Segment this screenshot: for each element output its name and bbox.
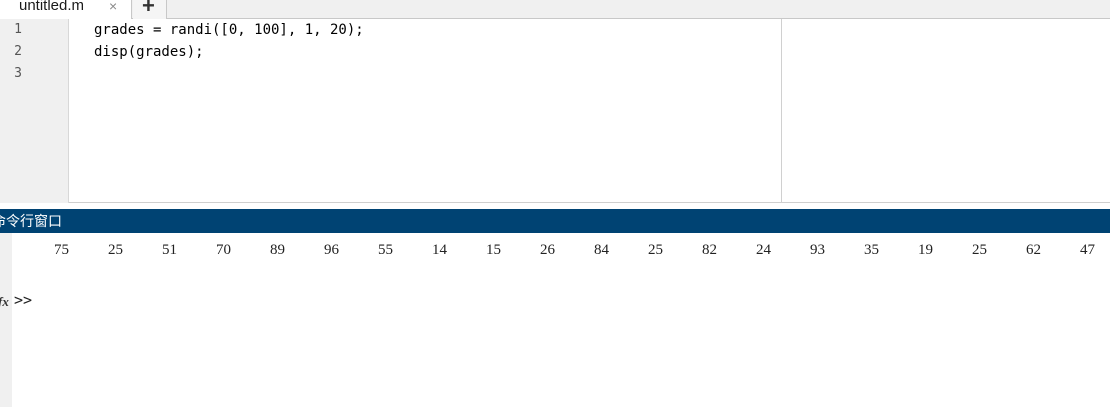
line-number: 2: [14, 44, 22, 59]
output-value: 25: [108, 242, 123, 258]
output-value: 24: [756, 242, 771, 258]
tab-untitled[interactable]: untitled.m ×: [0, 0, 132, 19]
code-editor[interactable]: 1 2 3 grades = randi([0, 100], 1, 20); d…: [0, 19, 1110, 203]
output-row: 75 25 51 70 89 96 55 14 15 26 84 25 82 24 93 35 19 25 62 47: [0, 241, 1110, 261]
output-value: 82: [702, 242, 717, 258]
output-value: 35: [864, 242, 879, 258]
code-line[interactable]: grades = randi([0, 100], 1, 20);: [94, 22, 364, 38]
command-window-title: 命令行窗口: [0, 213, 62, 229]
output-value: 25: [648, 242, 663, 258]
tab-label: untitled.m: [19, 0, 85, 14]
output-value: 47: [1080, 242, 1095, 258]
command-window-titlebar: 命令行窗口: [0, 209, 1110, 233]
command-window[interactable]: 75 25 51 70 89 96 55 14 15 26 84 25 82 24 93 35 19 25 62 47…: [0, 233, 1110, 407]
output-value: 75: [54, 242, 69, 258]
line-number-gutter: 1 2 3: [0, 19, 69, 203]
plus-icon: +: [142, 0, 155, 18]
editor-tab-strip: untitled.m × +: [0, 0, 1110, 19]
command-window-left-strip: [0, 233, 12, 407]
output-value: 14: [432, 242, 447, 258]
output-value: 89: [270, 242, 285, 258]
command-prompt[interactable]: >>: [14, 291, 33, 309]
output-value: 55: [378, 242, 393, 258]
output-value: 26: [540, 242, 555, 258]
line-number: 3: [14, 66, 22, 81]
output-value: 25: [972, 242, 987, 258]
function-browser-icon[interactable]: fx: [0, 294, 9, 309]
output-value: 93: [810, 242, 825, 258]
output-value: 62: [1026, 242, 1041, 258]
line-number: 1: [14, 22, 22, 37]
output-value: 19: [918, 242, 933, 258]
output-value: 51: [162, 242, 177, 258]
close-icon[interactable]: ×: [109, 0, 118, 14]
output-value: 15: [486, 242, 501, 258]
code-line[interactable]: disp(grades);: [94, 44, 204, 60]
output-value: 84: [594, 242, 609, 258]
output-value: 96: [324, 242, 339, 258]
right-margin-line: [781, 19, 782, 203]
output-value: 70: [216, 242, 231, 258]
new-tab-button[interactable]: +: [133, 0, 167, 19]
